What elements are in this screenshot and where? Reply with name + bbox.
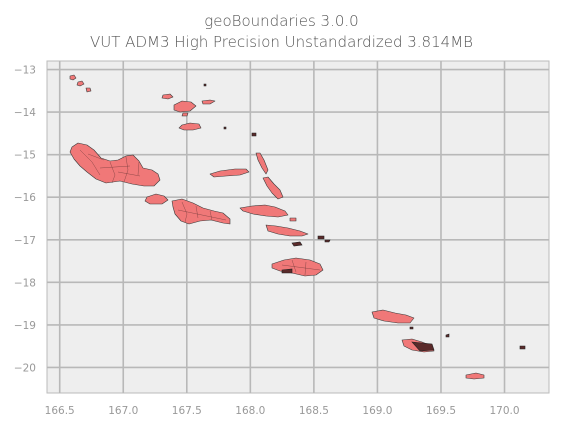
island-futuna — [519, 345, 526, 350]
island-torres-1 — [69, 74, 77, 81]
y-tick-label: −15 — [14, 150, 36, 162]
grid — [47, 61, 549, 393]
island-epi — [265, 224, 309, 237]
y-tick-label: −13 — [14, 65, 36, 77]
island-paama — [251, 132, 257, 137]
islet-2 — [409, 326, 414, 330]
island-pentecost — [262, 176, 284, 200]
island-efate-dark — [281, 268, 293, 274]
efate-admin-lines — [281, 259, 321, 276]
island-vanua-lava — [201, 99, 216, 105]
map-title: geoBoundaries 3.0.0 — [204, 12, 359, 30]
y-tick-label: −14 — [14, 107, 36, 119]
island-torres-2 — [76, 80, 85, 87]
y-tick-label: −16 — [14, 192, 36, 204]
island-gaua — [173, 100, 197, 113]
island-ambae — [209, 168, 250, 178]
island-ambrym — [239, 204, 289, 218]
x-tick-label: 167.5 — [172, 405, 202, 417]
y-tick-label: −17 — [14, 235, 36, 247]
island-polygons — [69, 74, 526, 380]
island-banks-6 — [178, 122, 202, 131]
island-lopevi — [289, 217, 297, 222]
island-aniwa — [445, 333, 450, 338]
x-tick-label: 167.0 — [108, 405, 138, 417]
x-tick-label: 169.5 — [426, 405, 456, 417]
y-tick-label: −18 — [14, 277, 36, 289]
x-tick-label: 169.0 — [362, 405, 392, 417]
island-tanna-dark — [411, 341, 435, 352]
x-tick-label: 168.0 — [235, 405, 265, 417]
island-aneityum — [465, 372, 485, 380]
island-shepherd-1 — [291, 241, 303, 247]
x-tick-label: 170.0 — [489, 405, 519, 417]
island-torres-3 — [85, 87, 92, 93]
y-axis: −13 −14 −15 −16 −17 −18 −19 −20 — [14, 65, 36, 375]
x-tick-label: 166.5 — [45, 405, 75, 417]
island-malo — [144, 193, 169, 205]
islet-1 — [223, 126, 227, 130]
y-tick-label: −19 — [14, 320, 36, 332]
malekula-admin-lines — [177, 201, 227, 223]
x-tick-label: 168.5 — [299, 405, 329, 417]
island-shepherd-2 — [324, 239, 331, 243]
x-axis: 166.5 167.0 167.5 168.0 168.5 169.0 169.5 170.0 — [45, 405, 520, 417]
map-subtitle: VUT ADM3 High Precision Unstandardized 3… — [90, 33, 473, 51]
island-espiritu-santo — [69, 142, 161, 187]
plot-area — [46, 60, 550, 394]
island-tongoa — [317, 235, 325, 240]
island-erromango — [371, 309, 415, 324]
island-mota-lava — [203, 83, 207, 87]
island-banks-1 — [161, 93, 174, 100]
island-banks-3 — [181, 112, 189, 117]
y-tick-label: −20 — [14, 362, 36, 374]
island-maewo — [255, 152, 269, 175]
santo-admin-lines — [79, 149, 141, 184]
